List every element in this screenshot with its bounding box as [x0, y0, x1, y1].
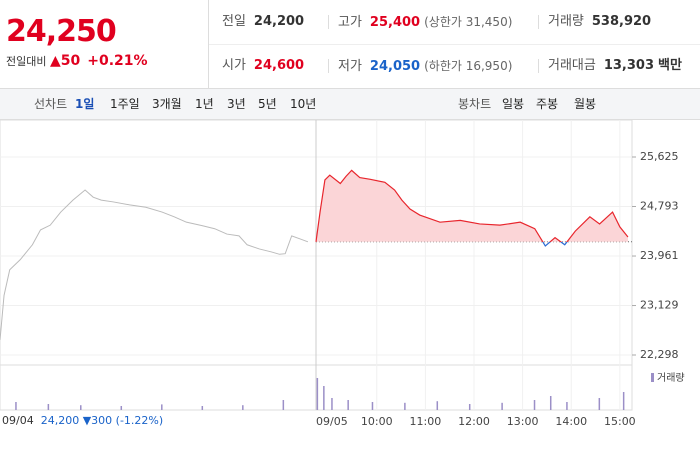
- y-tick-label: 23,961: [640, 249, 679, 262]
- stat: 거래대금 13,303 백만: [548, 44, 682, 88]
- volume-bar: [566, 402, 568, 410]
- volume-bar: [501, 402, 503, 410]
- tab[interactable]: 월봉: [574, 97, 597, 111]
- tab[interactable]: 1일: [75, 97, 95, 111]
- tab-group-label: 봉차트: [458, 97, 492, 111]
- y-tick-label: 22,298: [640, 348, 679, 361]
- x-tick-label: 14:00: [555, 415, 587, 428]
- stat-label: 전일: [222, 14, 246, 29]
- tab[interactable]: 1주일: [110, 97, 140, 111]
- stat-value: 24,600: [253, 58, 305, 73]
- separator: [538, 59, 539, 73]
- change-value: 50: [60, 53, 81, 69]
- volume-bar: [242, 405, 244, 410]
- prev-price: 24,200: [40, 414, 80, 427]
- volume-bar: [347, 400, 349, 410]
- stat-label: 거래대금: [548, 58, 596, 73]
- tab[interactable]: 3개월: [152, 97, 182, 111]
- chart: 25,625 24,793 23,961 23,129 22,298 09/05 10:00…: [0, 120, 685, 428]
- stat-label: 저가: [338, 59, 362, 74]
- prev-change: ▼300: [82, 414, 113, 427]
- change-pct: +0.21%: [87, 53, 148, 69]
- volume-bar: [161, 404, 163, 410]
- x-tick-label: 11:00: [410, 415, 442, 428]
- tab-group-label: 선차트: [34, 97, 68, 111]
- stat: 전일 24,200: [222, 0, 304, 44]
- legend-label: 거래량: [657, 372, 685, 384]
- tab[interactable]: 3년: [227, 97, 246, 111]
- stat: 고가 25,400 (상한가 31,450): [338, 0, 512, 44]
- stat-value: 25,400: [369, 15, 421, 30]
- tab[interactable]: 주봉: [536, 97, 559, 111]
- price: 24,250: [6, 14, 117, 49]
- volume-bar: [371, 402, 374, 410]
- tab[interactable]: 1년: [195, 97, 214, 111]
- tab[interactable]: 일봉: [502, 97, 525, 111]
- stat-label: 시가: [222, 58, 246, 73]
- stat-value: 13,303: [603, 58, 655, 73]
- line: [315, 169, 629, 247]
- stat-note: (상한가 31,450): [424, 15, 513, 29]
- separator: [328, 15, 329, 29]
- volume-bar: [533, 400, 536, 410]
- volume-bar: [622, 392, 625, 410]
- volume-bar: [47, 404, 50, 410]
- stat-value: 24,050: [369, 59, 421, 74]
- change-label: 전일대비: [6, 55, 47, 68]
- volume-bar: [323, 386, 325, 410]
- prev-change-value: 300: [91, 414, 113, 427]
- change-line: 전일대비 ▲50 +0.21%: [6, 53, 148, 69]
- volume-bar: [316, 378, 319, 410]
- volume-bar: [404, 402, 406, 410]
- x-tick-label: 09/05: [316, 415, 348, 428]
- tab[interactable]: 10년: [290, 97, 317, 111]
- separator: [328, 59, 329, 73]
- stat-unit: 백만: [658, 58, 682, 73]
- stat-label: 거래량: [548, 14, 584, 29]
- volume-bar: [282, 400, 285, 410]
- line: [0, 189, 309, 341]
- y-tick-label: 23,129: [640, 299, 679, 312]
- volume-bar: [468, 404, 471, 410]
- volume-bar: [436, 401, 439, 410]
- x-tick-label: 13:00: [507, 415, 539, 428]
- stat: 거래량 538,920: [548, 0, 651, 44]
- volume-bar: [80, 405, 82, 410]
- x-tick-label: 12:00: [458, 415, 490, 428]
- volume-bar: [120, 406, 123, 410]
- x-tick-label: 10:00: [361, 415, 393, 428]
- volume-bar: [331, 398, 333, 410]
- y-tick-label: 24,793: [640, 200, 679, 213]
- y-tick-label: 25,625: [640, 150, 679, 163]
- tab[interactable]: 5년: [258, 97, 277, 111]
- header: 24,250 전일대비 ▲50 +0.21% 전일 24,200 고가 25,400(…: [0, 0, 700, 89]
- stat-value: 538,920: [591, 14, 652, 29]
- change: ▲50: [49, 53, 81, 69]
- row-divider: [209, 44, 700, 45]
- legend-swatch: [651, 373, 654, 382]
- prev-summary: 09/04 24,200 ▼300 (-1.22%): [2, 414, 163, 427]
- quote-box: 24,250 전일대비 ▲50 +0.21%: [0, 0, 209, 88]
- stat: 시가 24,600: [222, 44, 304, 88]
- tab-bar: 선차트 봉차트 1일 1주일 3개월 1년 3년 5년 10년 일봉 주봉 월봉: [0, 89, 700, 120]
- stat-note: (하한가 16,950): [424, 59, 513, 73]
- prev-pct: (-1.22%): [115, 414, 164, 427]
- stat-label: 고가: [338, 15, 362, 30]
- volume-bar: [549, 396, 552, 410]
- volume-bar: [598, 398, 601, 410]
- prev-date: 09/04: [2, 414, 34, 427]
- stat: 저가 24,050 (하한가 16,950): [338, 44, 512, 88]
- volume-bar: [201, 406, 204, 410]
- area: [316, 170, 628, 246]
- stat-value: 24,200: [253, 14, 305, 29]
- volume-bar: [15, 402, 17, 410]
- separator: [538, 15, 539, 29]
- x-tick-label: 15:00: [604, 415, 636, 428]
